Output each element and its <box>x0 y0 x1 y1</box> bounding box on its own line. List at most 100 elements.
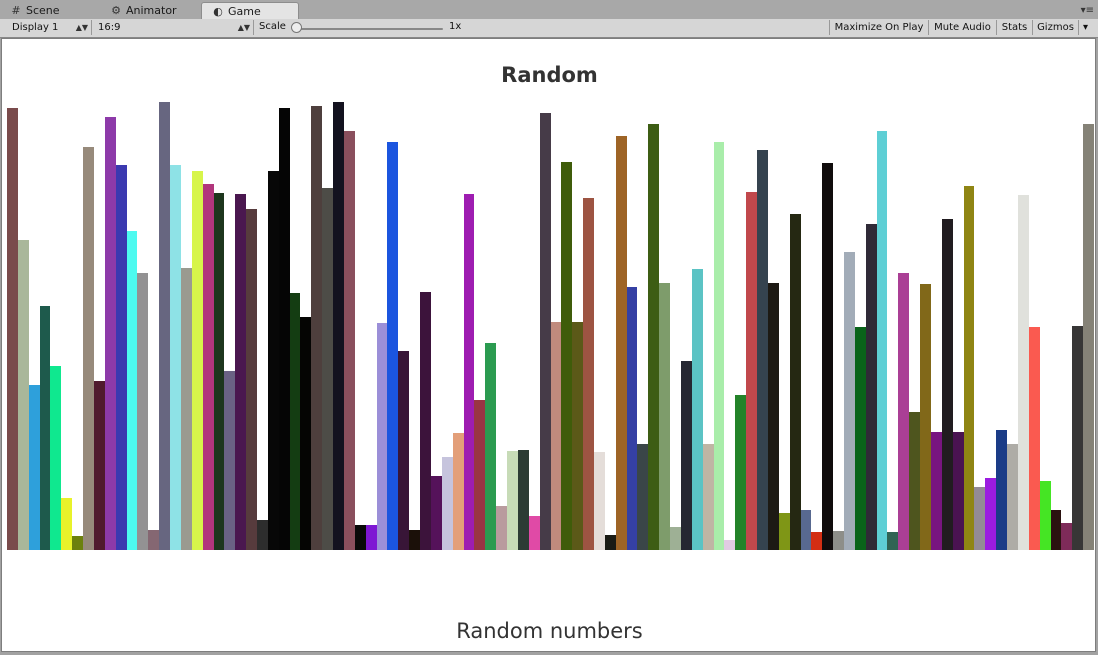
bar <box>148 530 159 550</box>
bar <box>605 535 616 550</box>
bar <box>203 184 214 550</box>
bar <box>181 268 192 550</box>
gizmos-dropdown-arrow-icon[interactable]: ▾ <box>1078 20 1092 35</box>
bar <box>953 432 964 550</box>
bar <box>257 520 268 550</box>
bar <box>735 395 746 550</box>
bar <box>572 322 583 550</box>
chart-title: Random <box>501 63 598 87</box>
bar <box>779 513 790 550</box>
bar <box>398 351 409 550</box>
bar-chart <box>2 39 1097 653</box>
bar <box>866 224 877 550</box>
bar <box>1051 510 1061 550</box>
bar <box>996 430 1007 550</box>
scale-label: Scale <box>259 21 286 32</box>
bar <box>692 269 703 550</box>
bar <box>322 188 333 550</box>
bar <box>507 451 518 550</box>
bar <box>116 165 127 550</box>
bar <box>1007 444 1018 550</box>
bar <box>822 163 833 550</box>
bar <box>681 361 692 550</box>
scale-slider-thumb[interactable] <box>291 22 302 33</box>
game-view[interactable]: Random Random numbers <box>1 38 1096 652</box>
bar <box>1018 195 1029 550</box>
bar <box>551 322 561 550</box>
aspect-dropdown[interactable]: 16:9 ▲▼ <box>94 20 254 35</box>
tab-game[interactable]: ◐ Game <box>201 2 299 20</box>
bar <box>898 273 909 550</box>
tab-game-label: Game <box>228 5 261 18</box>
bar <box>268 171 279 550</box>
bar <box>387 142 398 550</box>
bar <box>887 532 898 550</box>
bar <box>627 287 637 550</box>
bar <box>724 540 735 550</box>
bar <box>192 171 203 550</box>
bar <box>659 283 670 550</box>
bar <box>246 209 257 550</box>
scale-value: 1x <box>449 21 462 32</box>
grid-icon: # <box>11 4 21 17</box>
bar <box>355 525 366 550</box>
maximize-on-play-button[interactable]: Maximize On Play <box>829 20 928 35</box>
bar <box>464 194 474 550</box>
display-dropdown-value: Display 1 <box>12 22 59 33</box>
bar <box>40 306 50 550</box>
game-toolbar: Display 1 ▲▼ 16:9 ▲▼ Scale 1x Maximize O… <box>0 19 1098 38</box>
bar <box>431 476 442 550</box>
bar <box>1083 124 1094 550</box>
bar <box>670 527 681 550</box>
bar <box>7 108 18 550</box>
bar <box>485 343 496 550</box>
dropdown-arrow-icon: ▲▼ <box>75 23 88 32</box>
bar <box>811 532 822 550</box>
display-dropdown[interactable]: Display 1 ▲▼ <box>8 20 92 35</box>
aspect-dropdown-value: 16:9 <box>98 22 121 33</box>
bar <box>974 487 985 550</box>
tab-animator-label: Animator <box>126 4 177 17</box>
bar <box>703 444 714 550</box>
panel-menu-icon[interactable]: ▾≡ <box>1080 5 1094 16</box>
bar <box>746 192 757 550</box>
bar <box>594 452 605 550</box>
bar <box>235 194 246 550</box>
tab-scene[interactable]: # Scene <box>0 2 100 19</box>
bar <box>942 219 953 550</box>
bar <box>637 444 648 550</box>
stats-button[interactable]: Stats <box>996 20 1032 35</box>
bar <box>757 150 768 550</box>
bar <box>1072 326 1083 550</box>
bar <box>29 385 40 550</box>
bar <box>409 530 420 550</box>
bar <box>333 102 344 550</box>
bar <box>616 136 627 550</box>
bar <box>877 131 887 550</box>
gizmos-button[interactable]: Gizmos <box>1032 20 1078 35</box>
bar <box>366 525 377 550</box>
bar <box>844 252 855 550</box>
bar <box>94 381 105 550</box>
scale-slider-track[interactable] <box>297 28 443 30</box>
mute-audio-button[interactable]: Mute Audio <box>928 20 996 35</box>
tab-scene-label: Scene <box>26 4 60 17</box>
bar <box>964 186 974 550</box>
bar <box>61 498 72 550</box>
bar <box>561 162 572 550</box>
editor-tab-bar: # Scene ⚙ Animator ◐ Game ▾≡ <box>0 0 1098 20</box>
bar <box>137 273 148 550</box>
bar <box>127 231 137 550</box>
bar <box>833 531 844 550</box>
bar <box>300 317 311 550</box>
bar <box>453 433 464 550</box>
bar <box>170 165 181 550</box>
bar <box>224 371 235 550</box>
bar <box>83 147 94 550</box>
bar <box>377 323 387 550</box>
tab-animator[interactable]: ⚙ Animator <box>100 2 200 19</box>
bar <box>50 366 61 550</box>
bar <box>159 102 170 550</box>
bar <box>931 432 942 550</box>
bar <box>105 117 116 550</box>
